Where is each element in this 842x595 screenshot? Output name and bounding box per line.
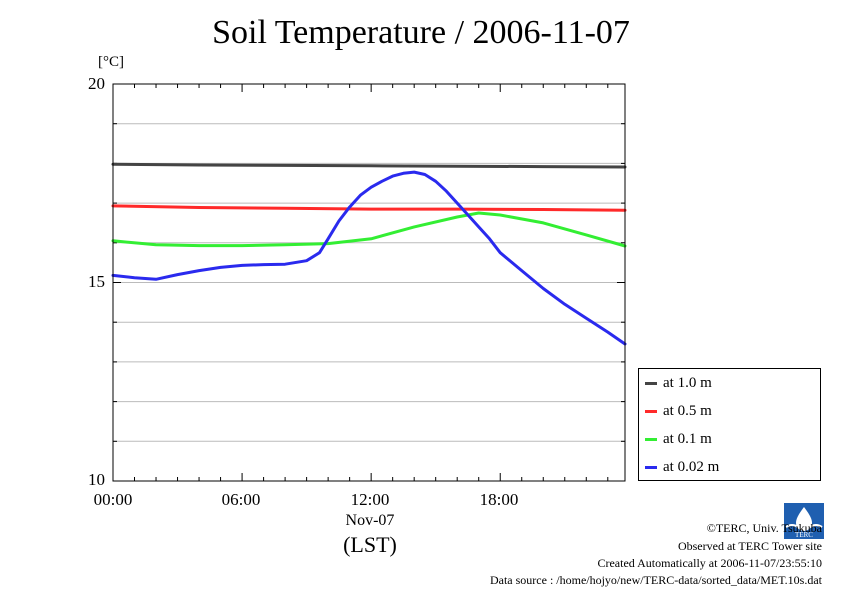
legend-label: at 0.5 m: [663, 402, 712, 419]
chart-title: Soil Temperature / 2006-11-07: [212, 14, 630, 51]
x-date-label: Nov-07: [345, 512, 395, 529]
logo-text: TERC: [795, 531, 813, 539]
legend-item: at 0.5 m: [645, 401, 712, 421]
y-tick-label: 20: [88, 74, 105, 93]
footer-copyright: ©TERC, Univ. Tsukuba: [706, 521, 822, 535]
series-line: [111, 204, 627, 212]
x-tick-label: 18:00: [479, 490, 519, 509]
series-line: [111, 170, 627, 346]
legend-swatch: [645, 409, 657, 413]
footer-site: Observed at TERC Tower site: [677, 539, 822, 553]
series-line: [111, 211, 627, 248]
terc-logo: TERC: [784, 503, 824, 539]
legend-label: at 0.02 m: [663, 458, 720, 475]
legend-item: at 1.0 m: [645, 373, 712, 393]
y-tick-label: 15: [88, 272, 105, 291]
legend-item: at 0.02 m: [645, 457, 719, 477]
x-tick-label: 06:00: [221, 490, 261, 509]
legend-swatch: [645, 465, 657, 469]
x-tick-label: 12:00: [350, 490, 390, 509]
x-axis-label: (LST): [343, 532, 397, 557]
footer-created: Created Automatically at 2006-11-07/23:5…: [597, 556, 822, 570]
legend: at 1.0 m at 0.5 m at 0.1 m at 0.02 m: [638, 368, 821, 481]
y-unit-label: [°C]: [98, 54, 124, 70]
y-tick-label: 10: [88, 470, 105, 489]
legend-label: at 0.1 m: [663, 430, 712, 447]
legend-swatch: [645, 381, 657, 385]
series-line: [111, 162, 627, 169]
x-tick-label: 00:00: [93, 490, 133, 509]
legend-swatch: [645, 437, 657, 441]
legend-item: at 0.1 m: [645, 429, 712, 449]
legend-label: at 1.0 m: [663, 374, 712, 391]
footer-source: Data source : /home/hojyo/new/TERC-data/…: [489, 573, 822, 587]
